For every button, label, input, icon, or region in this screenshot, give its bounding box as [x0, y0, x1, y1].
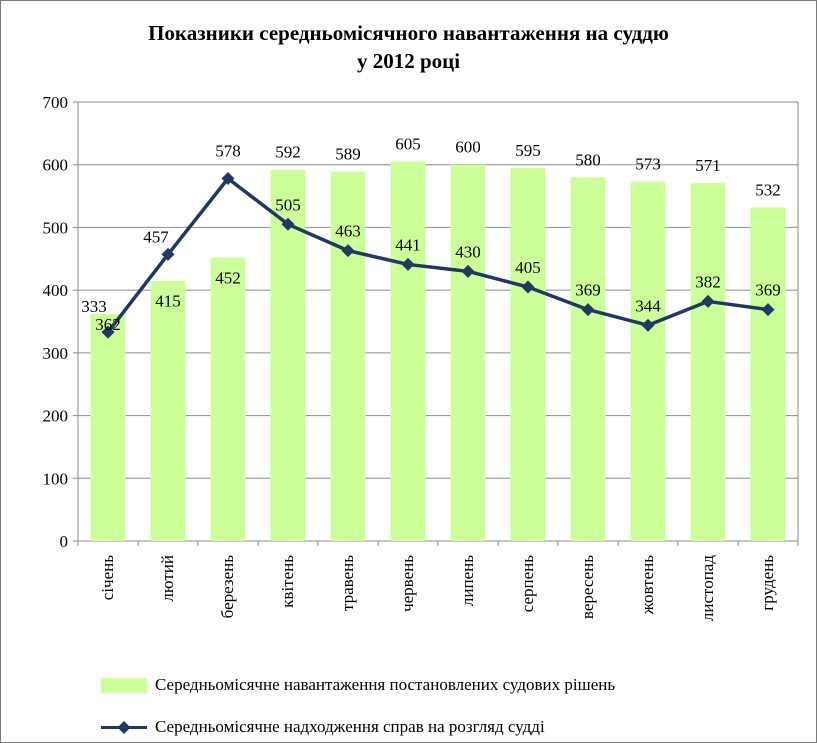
line-marker	[281, 217, 295, 231]
line-data-label: 369	[755, 281, 781, 300]
bar-data-label: 595	[515, 141, 541, 160]
bar-data-label: 452	[215, 269, 241, 288]
y-tick-label: 400	[43, 281, 69, 300]
legend-swatch-line	[101, 720, 147, 734]
x-category-label: червень	[398, 555, 417, 612]
bar-data-label: 573	[635, 155, 661, 174]
x-category-label: травень	[338, 555, 357, 611]
bar-data-label: 592	[275, 143, 301, 162]
bar-data-label: 571	[695, 156, 721, 175]
bar	[510, 167, 546, 541]
bar	[210, 257, 246, 541]
chart-title-line-2: у 2012 році	[356, 49, 461, 73]
bar	[270, 169, 306, 541]
line-marker	[521, 280, 535, 294]
line-marker	[701, 294, 715, 308]
bar	[690, 182, 726, 541]
line-data-label: 505	[275, 195, 301, 214]
y-tick-label: 200	[43, 407, 69, 426]
bar-data-label: 362	[95, 315, 121, 334]
legend-label-line: Середньомісячне надходження справ на роз…	[155, 717, 545, 736]
legend-label-bars: Середньомісячне навантаження постановлен…	[155, 675, 616, 694]
bar	[750, 207, 786, 542]
legend-swatch-bars	[101, 677, 147, 693]
bar	[630, 181, 666, 541]
y-tick-label: 700	[43, 93, 69, 112]
line-data-label: 344	[635, 296, 661, 315]
x-category-label: вересень	[578, 555, 597, 619]
bar-data-label: 415	[155, 292, 181, 311]
chart-plot: 0 100 200 300 400 500 600 700 362 415 452 592 589 605…	[43, 93, 799, 621]
x-category-label: серпень	[518, 555, 537, 613]
line-data-label: 369	[575, 281, 601, 300]
bar-data-label: 532	[755, 180, 781, 199]
line-data-label: 441	[395, 235, 421, 254]
bar-data-label: 580	[575, 150, 601, 169]
line-data-label: 463	[335, 222, 361, 241]
bar	[450, 164, 486, 541]
line-marker	[761, 303, 775, 317]
x-category-label: жовтень	[638, 555, 657, 615]
bar	[570, 177, 606, 541]
legend-item-line: Середньомісячне надходження справ на роз…	[101, 715, 615, 739]
plot-area-border	[77, 101, 799, 542]
y-tick-label: 100	[43, 469, 69, 488]
x-category-label: липень	[458, 555, 477, 606]
line-marker	[221, 172, 235, 186]
y-tick-label: 0	[60, 532, 69, 551]
line-data-label: 457	[143, 227, 169, 246]
line-data-label: 578	[215, 142, 241, 161]
line-marker	[341, 244, 355, 258]
bar-data-label: 605	[395, 135, 421, 154]
legend-item-bars: Середньомісячне навантаження постановлен…	[101, 673, 615, 697]
series-line	[106, 176, 769, 334]
line-marker	[161, 247, 175, 261]
line-data-label: 430	[455, 242, 481, 261]
bar-data-label: 589	[335, 145, 361, 164]
x-category-label: січень	[98, 555, 117, 600]
bar	[90, 313, 126, 541]
y-tick-label: 500	[43, 218, 69, 237]
x-category-label: березень	[218, 555, 237, 619]
line-marker	[401, 257, 415, 271]
bar	[150, 280, 186, 541]
line-data-label: 405	[515, 258, 541, 277]
x-category-label: листопад	[698, 555, 717, 621]
x-category-label: квітень	[278, 555, 297, 608]
line-marker	[461, 264, 475, 278]
line-marker	[581, 303, 595, 317]
y-tick-label: 600	[43, 156, 69, 175]
chart-title: Показники середньомісячного навантаження…	[1, 19, 816, 75]
chart-legend: Середньомісячне навантаження постановлен…	[101, 673, 615, 742]
x-category-label: лютий	[158, 555, 177, 602]
line-marker	[101, 325, 115, 339]
bar-data-label: 600	[455, 138, 481, 157]
bar	[390, 161, 426, 542]
y-tick-label: 300	[43, 344, 69, 363]
line-data-label: 333	[81, 297, 107, 316]
line-data-label: 382	[695, 272, 721, 291]
line-marker	[641, 318, 655, 332]
x-category-label: грудень	[758, 555, 777, 611]
bar	[330, 171, 366, 541]
chart-title-line-1: Показники середньомісячного навантаження…	[148, 21, 669, 45]
